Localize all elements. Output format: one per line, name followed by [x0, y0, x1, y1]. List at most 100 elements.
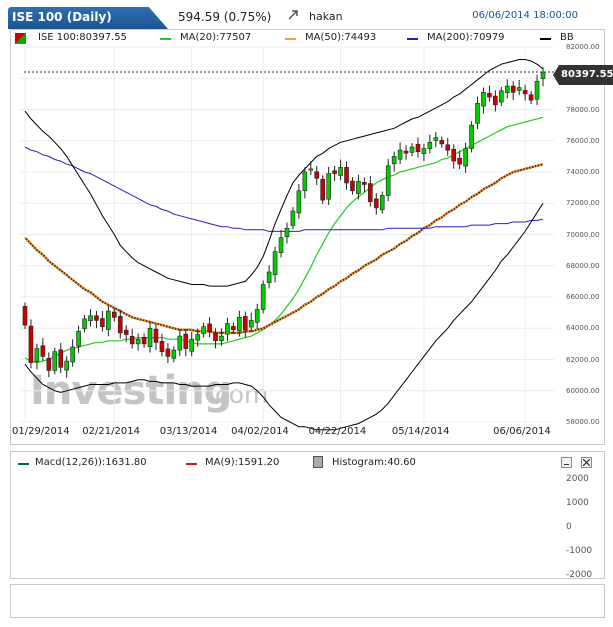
candle-body — [397, 149, 403, 160]
candle-body — [153, 328, 159, 343]
candle-body — [100, 318, 105, 327]
candle-body — [338, 167, 343, 176]
candle-body — [326, 173, 331, 200]
macd-y-tick-label: 2000 — [566, 474, 589, 484]
candle-body — [213, 332, 218, 342]
candle-body — [499, 90, 504, 103]
bb-lower-line — [24, 203, 544, 431]
candle-body — [195, 334, 200, 341]
candle-body — [219, 335, 224, 342]
x-tick-label: 01/29/2014 — [12, 426, 70, 437]
candle-body — [260, 284, 266, 310]
candle-body — [487, 92, 492, 98]
candle-body — [231, 326, 236, 331]
candle-body — [237, 317, 242, 332]
candle-body — [141, 337, 147, 345]
candle-body — [481, 92, 486, 107]
candle-body — [433, 137, 439, 141]
candle-body — [82, 318, 87, 329]
candle-body — [540, 71, 546, 79]
symbol-tab-title: ISE 100 (Daily) — [12, 10, 112, 24]
legend-symbol: ISE 100:80397.55 — [38, 32, 127, 43]
candle-body — [284, 227, 290, 237]
candle-body — [242, 316, 248, 331]
y-tick-label: 78000.00 — [566, 105, 600, 114]
legend-hist-swatch — [313, 456, 323, 468]
candle-body — [135, 338, 141, 345]
x-tick-label: 04/02/2014 — [231, 426, 289, 437]
candle-body — [534, 81, 540, 100]
legend-ma20-swatch — [160, 38, 171, 40]
navigator-panel[interactable] — [10, 584, 605, 618]
candle-body — [522, 90, 528, 95]
y-tick-label: 64000.00 — [566, 324, 600, 333]
candle-body — [332, 170, 337, 174]
y-tick-label: 66000.00 — [566, 293, 600, 301]
y-tick-label: 70000.00 — [566, 230, 600, 239]
last-price-tag — [553, 65, 613, 85]
candle-body — [308, 168, 314, 171]
x-tick-label: 04/22/2014 — [308, 426, 367, 437]
macd-y-tick-label: -1000 — [566, 546, 593, 556]
close-panel-button[interactable] — [581, 457, 592, 468]
symbol-tab[interactable] — [8, 7, 168, 29]
minimize-panel-button[interactable] — [561, 457, 572, 468]
candle-body — [266, 271, 272, 283]
candle-body — [385, 165, 391, 196]
price-chart-panel[interactable] — [10, 29, 605, 445]
y-tick-label: 74000.00 — [566, 168, 600, 176]
candle-body — [183, 333, 189, 349]
legend-bb: BB — [560, 32, 574, 43]
candle-body — [463, 148, 468, 167]
candle-body — [225, 323, 230, 335]
candle-body — [320, 178, 326, 201]
candle-body — [379, 195, 385, 211]
price-change: 594.59 (0.75%) — [178, 10, 272, 24]
candle-body — [123, 329, 129, 335]
x-tick-label: 06/06/2014 — [493, 426, 551, 437]
macd-y-tick-label: 0 — [566, 522, 572, 532]
candle-body — [147, 327, 153, 347]
close-icon — [583, 459, 590, 466]
macd-y-tick-label: -2000 — [566, 570, 593, 580]
candle-body — [344, 167, 349, 184]
candle-body — [28, 325, 34, 363]
arrow-up-right-icon — [288, 10, 298, 20]
candle-body — [445, 144, 451, 151]
y-tick-label: 60000.00 — [566, 386, 600, 395]
candle-body — [88, 315, 93, 322]
candle-body — [439, 140, 445, 145]
candle-body — [40, 345, 46, 357]
chart-type-icon — [15, 33, 26, 44]
candle-body — [207, 323, 212, 332]
candle-body — [516, 87, 522, 91]
legend-ma50-swatch — [285, 38, 296, 40]
y-tick-label: 62000.00 — [566, 355, 600, 364]
candle-body — [278, 237, 284, 253]
candle-body — [58, 349, 64, 368]
legend-macd-swatch — [18, 463, 29, 465]
candle-body — [415, 143, 421, 152]
candle-body — [362, 182, 367, 185]
candle-body — [76, 331, 81, 347]
y-tick-label: 76000.00 — [566, 136, 600, 145]
candle-body — [70, 346, 75, 363]
macd-panel[interactable] — [10, 451, 605, 579]
candle-body — [254, 309, 260, 323]
y-tick-label: 72000.00 — [566, 199, 600, 208]
x-tick-label: 05/14/2014 — [391, 426, 450, 437]
candle-body — [427, 142, 433, 149]
candle-body — [504, 85, 510, 93]
candle-body — [290, 210, 296, 226]
legend-macd: Macd(12,26)):1631.80 — [35, 457, 147, 468]
candle-body — [302, 171, 308, 192]
ma50-line — [24, 163, 544, 334]
candle-body — [391, 156, 397, 165]
candle-body — [314, 171, 320, 179]
candle-body — [171, 349, 177, 359]
candle-body — [409, 146, 415, 153]
legend-bb-swatch — [540, 38, 551, 40]
candle-body — [469, 124, 474, 149]
candle-body — [106, 310, 111, 330]
candle-body — [34, 348, 40, 362]
